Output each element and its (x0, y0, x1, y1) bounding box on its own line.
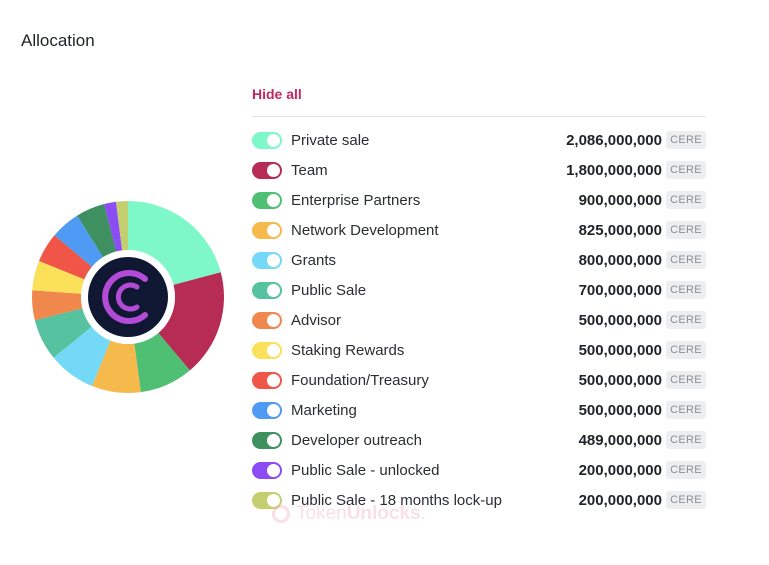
legend-label: Team (291, 161, 328, 179)
unit-badge: CERE (666, 281, 706, 299)
donut-slice[interactable] (104, 201, 123, 252)
series-toggle[interactable] (252, 131, 282, 149)
toggle-knob (267, 133, 280, 147)
unit-badge: CERE (666, 491, 706, 509)
legend-item: Public Sale - 18 months lock-up 200,000,0… (252, 485, 706, 515)
series-toggle[interactable] (252, 191, 282, 209)
unit-badge: CERE (666, 311, 706, 329)
donut-slice[interactable] (32, 261, 85, 294)
legend-item: Enterprise Partners 900,000,000 CERE (252, 185, 706, 215)
legend-label: Foundation/Treasury (291, 371, 429, 389)
legend-item: Network Development 825,000,000 CERE (252, 215, 706, 245)
series-toggle[interactable] (252, 251, 282, 269)
series-toggle[interactable] (252, 371, 282, 389)
legend-label: Grants (291, 251, 337, 269)
donut-slice[interactable] (134, 332, 190, 393)
donut-slice[interactable] (92, 340, 141, 393)
donut-slice[interactable] (128, 201, 221, 285)
legend-item: Advisor 500,000,000 CERE (252, 305, 706, 335)
legend-item: Foundation/Treasury 500,000,000 CERE (252, 365, 706, 395)
donut-slice[interactable] (158, 272, 225, 371)
toggle-knob (267, 373, 280, 387)
legend-item: Staking Rewards 500,000,000 CERE (252, 335, 706, 365)
allocation-legend: Private sale 2,086,000,000 CERE Team 1,800,0… (252, 125, 706, 515)
legend-value: 500,000,000 (578, 311, 662, 329)
donut-slice[interactable] (31, 290, 83, 321)
donut-slice[interactable] (34, 308, 92, 358)
toggle-knob (267, 403, 280, 417)
donut-slice[interactable] (38, 235, 92, 280)
toggle-knob (267, 493, 280, 507)
hide-all-button[interactable]: Hide all (252, 86, 302, 102)
legend-value: 500,000,000 (578, 371, 662, 389)
unit-badge: CERE (666, 401, 706, 419)
legend-label: Enterprise Partners (291, 191, 421, 209)
legend-value: 200,000,000 (578, 491, 662, 509)
toggle-knob (267, 163, 280, 177)
series-toggle[interactable] (252, 221, 282, 239)
legend-label: Public Sale - unlocked (291, 461, 440, 479)
legend-label: Private sale (291, 131, 370, 149)
legend-label: Advisor (291, 311, 342, 329)
unit-badge: CERE (666, 191, 706, 209)
toggle-knob (267, 283, 280, 297)
donut-slice[interactable] (54, 215, 104, 267)
donut-slice[interactable] (77, 204, 117, 258)
series-toggle[interactable] (252, 431, 282, 449)
toggle-knob (267, 433, 280, 447)
series-toggle[interactable] (252, 161, 282, 179)
legend-value: 489,000,000 (578, 431, 662, 449)
divider (252, 116, 706, 117)
legend-value: 500,000,000 (578, 401, 662, 419)
legend-value: 200,000,000 (578, 461, 662, 479)
legend-item: Public Sale 700,000,000 CERE (252, 275, 706, 305)
legend-item: Grants 800,000,000 CERE (252, 245, 706, 275)
legend-value: 900,000,000 (578, 191, 662, 209)
unit-badge: CERE (666, 131, 706, 149)
unit-badge: CERE (666, 461, 706, 479)
legend-item: Marketing 500,000,000 CERE (252, 395, 706, 425)
series-toggle[interactable] (252, 311, 282, 329)
legend-label: Staking Rewards (291, 341, 405, 359)
legend-label: Network Development (291, 221, 439, 239)
unit-badge: CERE (666, 251, 706, 269)
unit-badge: CERE (666, 431, 706, 449)
legend-item: Developer outreach 489,000,000 CERE (252, 425, 706, 455)
toggle-knob (267, 343, 280, 357)
unit-badge: CERE (666, 161, 706, 179)
series-toggle[interactable] (252, 341, 282, 359)
series-toggle[interactable] (252, 401, 282, 419)
legend-value: 1,800,000,000 (566, 161, 662, 179)
toggle-knob (267, 313, 280, 327)
unit-badge: CERE (666, 221, 706, 239)
unit-badge: CERE (666, 371, 706, 389)
page-title: Allocation (21, 31, 95, 50)
legend-label: Marketing (291, 401, 357, 419)
legend-label: Public Sale - 18 months lock-up (291, 491, 502, 509)
toggle-knob (267, 463, 280, 477)
legend-item: Public Sale - unlocked 200,000,000 CERE (252, 455, 706, 485)
toggle-knob (267, 223, 280, 237)
allocation-donut-chart (31, 201, 225, 393)
legend-value: 700,000,000 (578, 281, 662, 299)
legend-value: 825,000,000 (578, 221, 662, 239)
legend-value: 2,086,000,000 (566, 131, 662, 149)
legend-item: Team 1,800,000,000 CERE (252, 155, 706, 185)
series-toggle[interactable] (252, 281, 282, 299)
toggle-knob (267, 253, 280, 267)
legend-item: Private sale 2,086,000,000 CERE (252, 125, 706, 155)
donut-slice[interactable] (115, 201, 128, 251)
legend-value: 500,000,000 (578, 341, 662, 359)
donut-slice[interactable] (53, 326, 111, 387)
legend-value: 800,000,000 (578, 251, 662, 269)
cere-logo-icon (88, 257, 168, 337)
series-toggle[interactable] (252, 491, 282, 509)
legend-label: Public Sale (291, 281, 367, 299)
toggle-knob (267, 193, 280, 207)
unit-badge: CERE (666, 341, 706, 359)
legend-label: Developer outreach (291, 431, 422, 449)
series-toggle[interactable] (252, 461, 282, 479)
